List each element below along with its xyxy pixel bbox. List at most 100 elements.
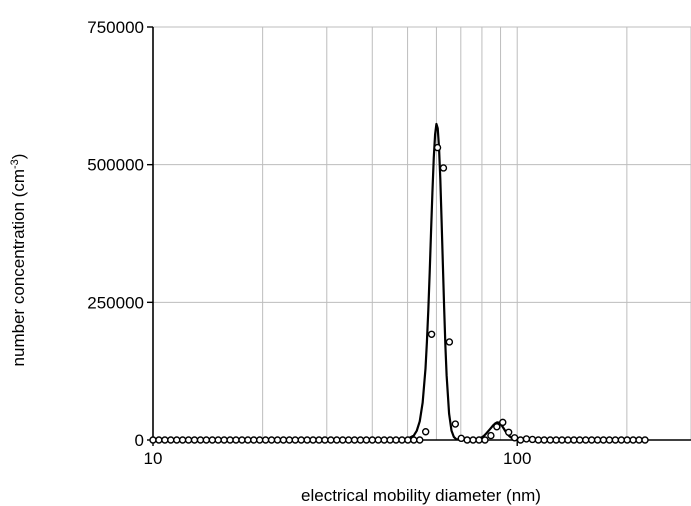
data-point (149, 436, 157, 444)
data-point (291, 436, 299, 444)
data-point (386, 436, 394, 444)
data-point (546, 436, 554, 444)
data-point (303, 436, 311, 444)
data-point (605, 436, 614, 444)
data-point (564, 436, 572, 444)
data-point (451, 420, 460, 428)
data-point (629, 436, 637, 444)
data-point (475, 436, 483, 444)
data-point (344, 436, 353, 444)
data-point (398, 436, 406, 444)
data-point (516, 436, 525, 444)
gridlines (153, 26, 691, 441)
data-point (238, 436, 246, 444)
y-tick-label: 0 (135, 431, 144, 450)
axes (147, 26, 691, 446)
data-point (167, 436, 175, 444)
data-point (155, 436, 163, 444)
data-point (184, 436, 193, 444)
data-point (416, 436, 424, 444)
fit-line (153, 122, 642, 442)
data-point (309, 436, 317, 444)
data-point (220, 436, 228, 444)
data-point (321, 436, 329, 444)
data-point (315, 436, 323, 444)
data-point (617, 436, 626, 444)
data-point (611, 436, 620, 444)
data-point (173, 436, 181, 444)
data-point (368, 436, 377, 444)
y-axis-title-end: ) (9, 154, 28, 160)
x-tick-label: 100 (503, 449, 531, 468)
y-axis-title-main: number concentration (cm (9, 169, 28, 366)
y-axis-title: number concentration (cm-3) (9, 154, 28, 367)
data-point (255, 436, 264, 444)
data-point (226, 436, 234, 444)
data-point (522, 435, 531, 443)
data-point (493, 423, 501, 431)
data-points (149, 143, 649, 444)
data-point (273, 436, 282, 444)
data-point (457, 434, 465, 443)
data-point (570, 436, 578, 444)
data-point (190, 436, 199, 444)
data-point (202, 436, 211, 444)
data-point (244, 436, 252, 444)
x-tick-label: 10 (144, 449, 163, 468)
y-tick-label: 750000 (87, 18, 144, 37)
data-point (421, 428, 430, 436)
data-point (623, 436, 631, 444)
y-axis-title-superscript: -3 (9, 159, 21, 169)
data-point (641, 436, 649, 444)
data-point (439, 164, 448, 172)
data-point (481, 436, 489, 444)
data-point (469, 436, 477, 444)
data-point (267, 436, 276, 444)
data-point (534, 436, 543, 444)
fit-line-layer (153, 122, 642, 442)
data-point (433, 143, 442, 152)
data-point (427, 330, 436, 338)
data-point (285, 436, 294, 444)
data-point (392, 436, 400, 444)
data-point (380, 436, 388, 444)
data-point (362, 436, 371, 444)
data-point (333, 436, 341, 444)
data-point (356, 436, 365, 444)
data-point (327, 436, 335, 444)
data-point (374, 436, 382, 444)
data-point (196, 436, 205, 444)
data-point (161, 436, 169, 444)
data-point (558, 436, 566, 444)
data-point (261, 436, 270, 444)
data-point (635, 436, 643, 444)
data-point (510, 434, 519, 442)
data-point (576, 436, 584, 444)
data-point (232, 436, 240, 444)
data-point (410, 436, 418, 444)
data-point (487, 431, 495, 440)
data-point (528, 435, 537, 444)
data-point (339, 436, 347, 444)
tick-labels: 0 250000 500000 750000 10 100 (87, 18, 531, 468)
data-point (593, 436, 602, 444)
data-point (214, 436, 222, 444)
data-point (587, 436, 596, 444)
data-point (582, 436, 590, 444)
data-point (250, 436, 258, 444)
data-point (178, 436, 187, 444)
y-tick-label: 250000 (87, 293, 144, 312)
data-point (445, 338, 454, 346)
data-point (404, 436, 412, 444)
data-point (463, 436, 471, 444)
data-point (279, 436, 288, 444)
data-point (552, 436, 560, 444)
y-tick-label: 500000 (87, 156, 144, 175)
data-point (504, 428, 513, 436)
data-point (350, 436, 359, 444)
data-point (499, 418, 507, 427)
data-point (297, 436, 305, 444)
data-point (540, 436, 548, 444)
data-point (599, 436, 608, 444)
